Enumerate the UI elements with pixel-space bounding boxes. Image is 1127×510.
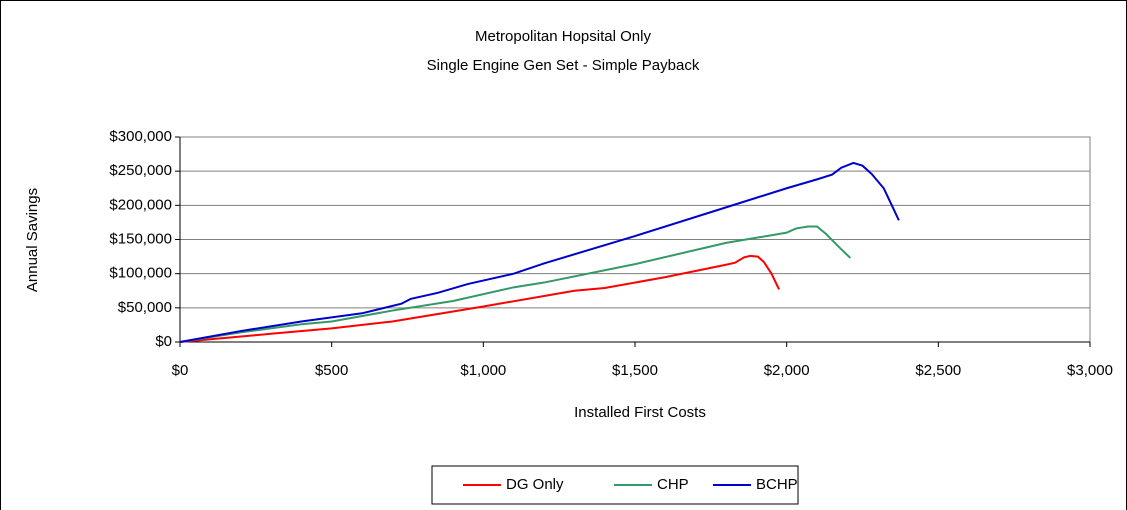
x-tick-label: $0: [172, 362, 189, 379]
x-tick-label: $1,500: [612, 362, 658, 379]
y-tick-label: $50,000: [118, 299, 172, 316]
legend-label: BCHP: [756, 476, 798, 493]
line-series: [179, 225, 852, 343]
line-series: [179, 161, 900, 343]
line-series: [179, 254, 780, 343]
x-tick-label: $2,000: [764, 362, 810, 379]
x-tick-label: $500: [315, 362, 348, 379]
y-tick-label: $150,000: [109, 230, 172, 247]
x-axis-label: Installed First Costs: [574, 404, 706, 421]
x-tick-label: $2,500: [915, 362, 961, 379]
legend-label: DG Only: [506, 476, 564, 493]
x-tick-label: $3,000: [1067, 362, 1113, 379]
y-tick-label: $200,000: [109, 196, 172, 213]
x-tick-label: $1,000: [460, 362, 506, 379]
y-tick-label: $300,000: [109, 128, 172, 145]
legend-label: CHP: [657, 476, 689, 493]
y-axis-label: Annual Savings: [24, 188, 41, 292]
chart-title: Metropolitan Hopsital Only: [475, 28, 651, 45]
y-tick-label: $0: [155, 333, 172, 350]
y-tick-label: $250,000: [109, 162, 172, 179]
chart-subtitle: Single Engine Gen Set - Simple Payback: [427, 57, 700, 74]
y-tick-label: $100,000: [109, 265, 172, 282]
